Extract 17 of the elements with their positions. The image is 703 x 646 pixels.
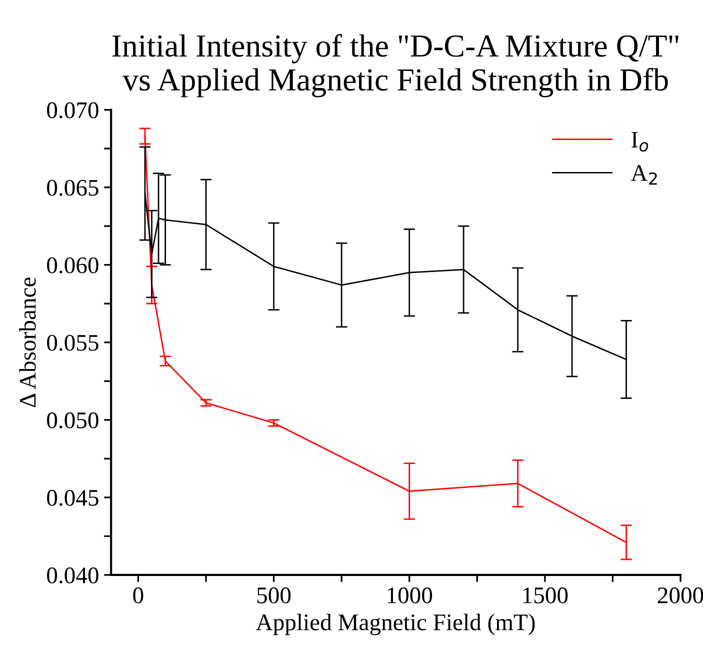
y-tick-label: 0.050: [47, 412, 98, 428]
y-tick-label: 0.070: [47, 102, 98, 118]
x-tick-label: 1500: [523, 587, 568, 604]
legend-label: A$_{2}$: [630, 165, 657, 185]
x-tick-label: 1000: [388, 587, 432, 604]
legend-label: I$_{o}$: [632, 132, 648, 152]
y-tick-label: 0.040: [47, 567, 98, 584]
y-tick-label: 0.055: [47, 334, 98, 351]
y-tick-label: 0.060: [47, 257, 98, 274]
x-tick-label: 2000: [658, 587, 703, 604]
chart-title: Initial Intensity of the "D-C-A Mixture Q/T" vs Applied Magnetic Field Strength in Dfb: [112, 34, 678, 98]
y-tick-label: 0.045: [47, 490, 98, 506]
x-axis-title: Applied Magnetic Field (mT): [256, 614, 535, 636]
y-axis-title: Δ Absorbance: [19, 278, 36, 408]
x-tick-label: 500: [257, 587, 291, 604]
y-tick-label: 0.065: [47, 180, 98, 196]
x-tick-label: 0: [133, 587, 144, 604]
